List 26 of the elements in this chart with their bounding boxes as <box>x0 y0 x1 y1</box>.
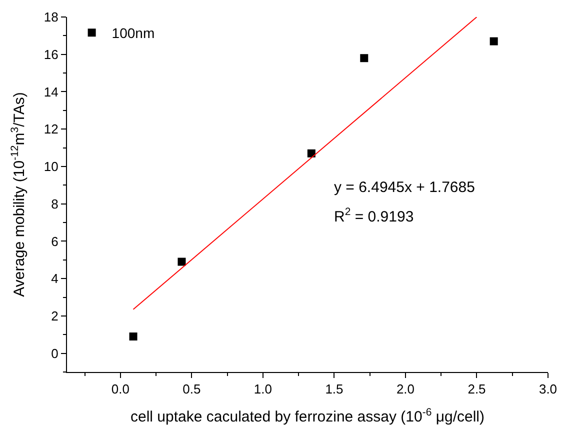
y-tick-label: 14 <box>44 84 58 100</box>
x-tick-label: 3.0 <box>538 382 558 397</box>
y-tick-label: 12 <box>44 122 58 137</box>
x-tick-label: 2.5 <box>468 382 486 397</box>
y-tick-label: 0 <box>51 346 58 361</box>
annotation: y = 6.4945x + 1.7685 <box>334 179 475 196</box>
point <box>360 54 368 62</box>
point <box>178 258 186 266</box>
x-tick-label: 0.5 <box>182 382 201 397</box>
point <box>129 332 138 340</box>
y-tick-label: 18 <box>44 10 58 25</box>
legend-label: 100nm <box>112 25 155 42</box>
x-axis-title: cell uptake caculated by ferrozine assay (10$^{-6}$ μg/cell) <box>130 406 484 426</box>
y-tick-label: 4 <box>51 271 58 286</box>
y-tick-label: 2 <box>51 308 58 324</box>
y-tick-label: 10 <box>44 159 58 174</box>
point <box>490 37 498 46</box>
point <box>307 149 316 158</box>
x-tick-label: 1.0 <box>254 382 272 397</box>
x-tick-label: 2.0 <box>396 382 415 397</box>
y-tick-label: 8 <box>51 196 58 212</box>
x-tick-label: 0.0 <box>111 382 130 397</box>
y-tick-label: 6 <box>51 234 58 249</box>
annotation: R$^{2}$ = 0.9193 <box>334 206 414 226</box>
y-tick-label: 16 <box>44 46 58 62</box>
x-tick-label: 1.5 <box>325 382 344 397</box>
